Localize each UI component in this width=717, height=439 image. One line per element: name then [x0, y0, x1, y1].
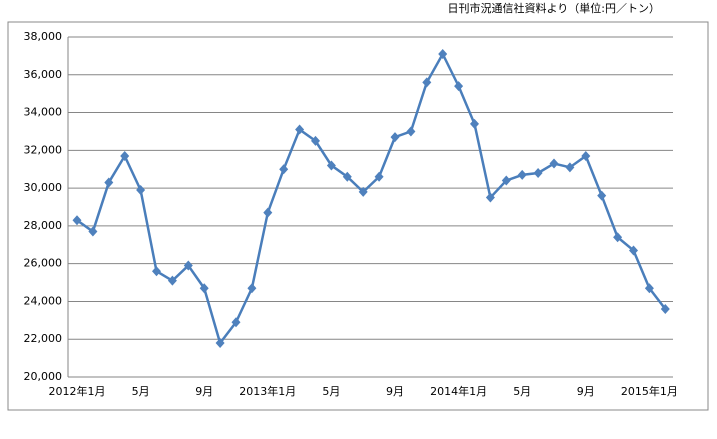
data-point [644, 283, 654, 294]
data-point [247, 283, 257, 294]
data-point [422, 77, 432, 88]
data-point [533, 168, 543, 178]
data-point [120, 151, 130, 161]
y-tick-label: 22,000 [24, 332, 63, 345]
data-point [597, 190, 607, 201]
data-point [454, 81, 464, 92]
data-point [326, 160, 336, 171]
y-tick-label: 30,000 [24, 181, 63, 194]
chart-frame [7, 21, 709, 411]
data-point [358, 186, 368, 197]
data-point [485, 192, 495, 203]
data-point [406, 126, 416, 137]
data-point [72, 215, 82, 226]
data-point [311, 135, 320, 146]
y-tick-label: 24,000 [24, 294, 63, 307]
x-tick-label: 2013年1月 [239, 384, 296, 398]
x-tick-label: 5月 [513, 385, 531, 398]
data-point [613, 232, 623, 243]
data-point [374, 171, 384, 182]
data-point [549, 158, 559, 169]
x-tick-label: 9月 [577, 385, 595, 398]
x-tick-label: 9月 [386, 385, 404, 398]
data-point [263, 207, 273, 218]
source-note: 日刊市況通信社資料より（単位:円／トン） [448, 1, 661, 15]
data-point [88, 226, 98, 237]
data-point [295, 124, 305, 135]
data-point [279, 164, 289, 175]
y-tick-label: 20,000 [24, 370, 63, 383]
x-tick-label: 2012年1月 [49, 384, 106, 398]
y-tick-label: 32,000 [24, 143, 63, 156]
data-point [565, 162, 575, 173]
data-point [167, 275, 177, 286]
data-point [136, 185, 146, 195]
y-tick-label: 36,000 [24, 68, 63, 81]
data-point [183, 260, 193, 271]
y-tick-label: 34,000 [24, 106, 63, 119]
data-point [199, 283, 209, 294]
y-tick-label: 28,000 [24, 219, 63, 232]
line-series [76, 51, 667, 346]
data-point [470, 118, 479, 129]
data-point [581, 151, 591, 161]
data-point [517, 169, 527, 180]
data-point [215, 338, 225, 348]
x-tick-label: 2014年1月 [430, 384, 487, 398]
x-tick-label: 9月 [195, 385, 213, 398]
data-point [104, 177, 114, 188]
data-point [629, 245, 638, 256]
data-point [438, 49, 448, 59]
x-tick-label: 5月 [132, 385, 150, 398]
data-point [660, 304, 670, 314]
data-point [152, 266, 161, 277]
x-tick-label: 5月 [322, 385, 340, 398]
data-point [501, 175, 511, 186]
y-tick-label: 26,000 [24, 257, 63, 270]
x-tick-label: 2015年1月 [621, 384, 678, 398]
data-point [390, 132, 400, 143]
data-point [342, 171, 352, 182]
y-tick-label: 38,000 [24, 30, 63, 43]
data-point [231, 317, 241, 328]
